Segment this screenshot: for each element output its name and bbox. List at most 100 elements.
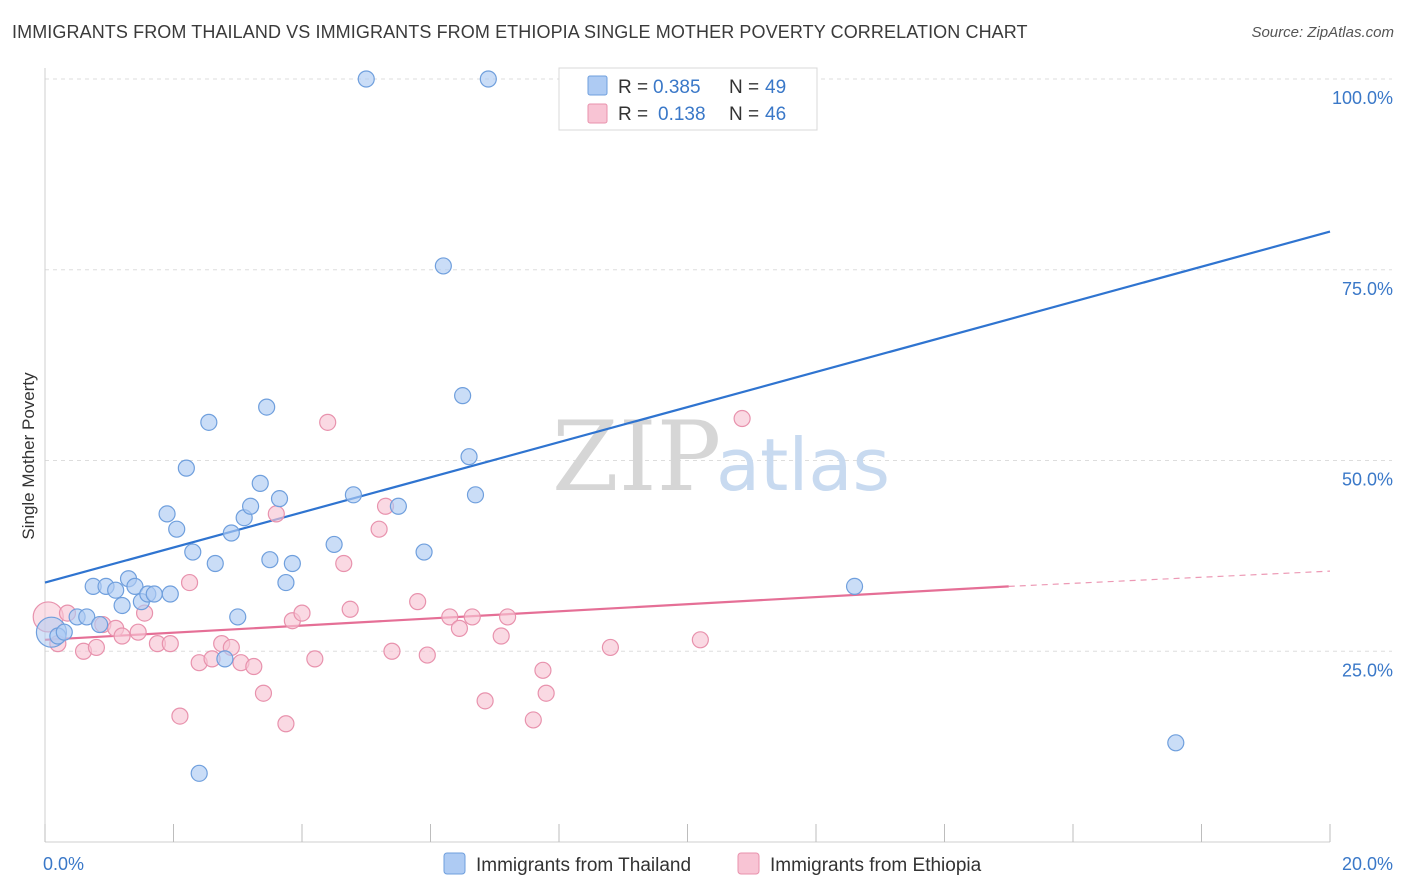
x-tick-label: 20.0% — [1342, 854, 1393, 874]
thailand-point — [158, 505, 176, 523]
thailand-point — [270, 490, 289, 508]
ethiopia-point — [418, 646, 436, 664]
ethiopia-point — [306, 650, 324, 668]
thailand-point — [845, 577, 864, 595]
thailand-point — [434, 257, 452, 275]
ethiopia-point — [409, 593, 427, 611]
thailand-point — [479, 70, 497, 88]
ethiopia-point — [492, 627, 510, 645]
ethiopia-point — [245, 657, 263, 676]
ethiopia-point — [534, 661, 552, 679]
ethiopia-point — [161, 635, 179, 653]
thailand-point — [107, 581, 125, 599]
legend-n-label-ethiopia: N = — [729, 104, 759, 125]
axes — [44, 68, 1331, 843]
grid-lines — [45, 78, 1392, 652]
y-tick-label: 75.0% — [1342, 279, 1393, 299]
data-points — [32, 70, 1185, 782]
legend-n-value-ethiopia: 46 — [765, 104, 786, 125]
thailand-point — [325, 535, 343, 554]
thailand-point — [184, 543, 202, 561]
ethiopia-point — [601, 638, 620, 657]
ethiopia-point — [450, 619, 469, 637]
thailand-point — [206, 554, 224, 573]
thailand-point — [177, 459, 195, 477]
legend-r-value-ethiopia: 0.138 — [658, 104, 706, 125]
thailand-point — [229, 608, 247, 626]
ethiopia-point — [441, 608, 459, 626]
thailand-point — [283, 554, 301, 573]
thailand-point — [454, 387, 472, 405]
thailand-point — [91, 615, 109, 634]
ethiopia-point — [180, 573, 199, 592]
thailand-point — [277, 573, 295, 592]
ethiopia-point — [277, 715, 295, 733]
ethiopia-point — [476, 692, 494, 710]
ethiopia-point — [113, 627, 131, 645]
source-label: Source: ZipAtlas.com — [1251, 24, 1394, 41]
thailand-point — [55, 623, 73, 641]
legend-n-value-thailand: 49 — [765, 77, 786, 98]
ethiopia-point — [267, 505, 285, 523]
thailand-point — [258, 398, 276, 416]
thailand-point — [242, 497, 260, 515]
ethiopia-point — [319, 413, 337, 431]
legend-swatch-ethiopia — [587, 103, 608, 124]
thailand-point — [222, 524, 240, 542]
thailand-point — [344, 486, 362, 504]
ethiopia-point — [87, 638, 106, 657]
y-tick-label: 100.0% — [1332, 88, 1393, 108]
thailand-point — [113, 596, 131, 615]
thailand-point — [251, 474, 269, 492]
bottom-legend: Immigrants from Thailand Immigrants from… — [443, 852, 982, 876]
thailand-trend-line — [44, 230, 1331, 584]
ethiopia-point — [370, 520, 388, 538]
chart-title: IMMIGRANTS FROM THAILAND VS IMMIGRANTS F… — [12, 22, 1028, 42]
bottom-legend-swatch-thailand — [443, 852, 466, 875]
thailand-point — [126, 577, 144, 595]
bottom-legend-label-thailand: Immigrants from Thailand — [476, 855, 691, 876]
ethiopia-point — [335, 554, 353, 573]
watermark-atlas: atlas — [716, 423, 890, 507]
ethiopia-point — [254, 684, 273, 702]
thailand-point — [200, 413, 218, 431]
watermark: ZIP atlas — [552, 401, 890, 513]
thailand-point — [161, 585, 179, 603]
ethiopia-trend-extension — [1008, 570, 1331, 587]
thailand-point — [261, 551, 279, 569]
y-tick-labels: 25.0% 50.0% 75.0% 100.0% — [1332, 88, 1393, 680]
ethiopia-point — [293, 604, 311, 622]
thailand-point — [78, 608, 96, 626]
watermark-zip: ZIP — [552, 401, 721, 513]
ethiopia-point — [524, 711, 542, 729]
thailand-point — [1167, 734, 1185, 752]
legend-r-label-thailand: R = — [618, 77, 648, 98]
ethiopia-point — [129, 623, 147, 641]
legend-r-label-ethiopia: R = — [618, 104, 648, 125]
ethiopia-point — [341, 600, 359, 618]
y-tick-label: 50.0% — [1342, 470, 1393, 490]
thailand-point — [460, 448, 478, 466]
ethiopia-point — [383, 642, 401, 660]
thailand-point — [168, 520, 186, 538]
ethiopia-trend-line — [44, 585, 1009, 641]
thailand-point — [357, 70, 375, 88]
thailand-point — [389, 497, 407, 515]
thailand-point — [190, 764, 208, 782]
thailand-point — [145, 585, 163, 603]
ethiopia-point — [171, 707, 189, 725]
ethiopia-point — [733, 409, 751, 428]
y-axis-label: Single Mother Poverty — [19, 372, 38, 540]
legend-r-value-thailand: 0.385 — [653, 77, 701, 98]
thailand-point — [415, 543, 433, 561]
thailand-point — [466, 486, 485, 504]
thailand-point — [216, 650, 234, 668]
legend-box: R = 0.385 N = 49 R = 0.138 N = 46 — [558, 67, 818, 131]
x-tick-label: 0.0% — [43, 854, 84, 874]
legend-n-label-thailand: N = — [729, 77, 759, 98]
y-tick-label: 25.0% — [1342, 660, 1393, 680]
bottom-legend-swatch-ethiopia — [737, 852, 760, 875]
ethiopia-point — [537, 684, 555, 702]
bottom-legend-label-ethiopia: Immigrants from Ethiopia — [770, 855, 982, 876]
